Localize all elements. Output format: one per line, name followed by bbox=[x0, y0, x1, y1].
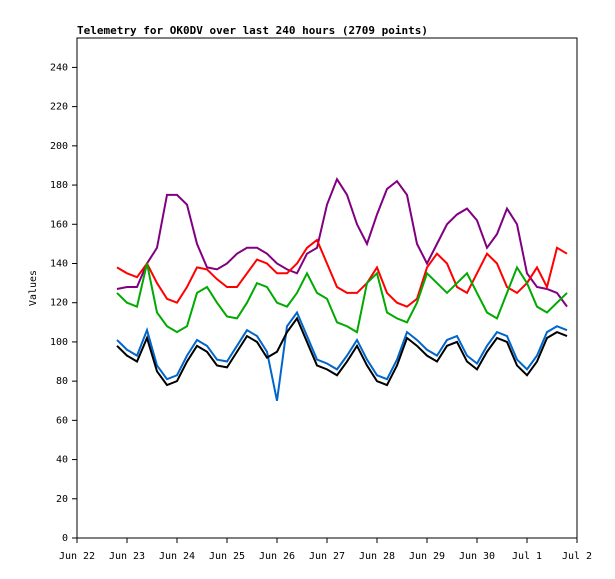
y-tick-label: 60 bbox=[56, 415, 68, 426]
x-tick-label: Jun 29 bbox=[409, 551, 445, 562]
chart-title: Telemetry for OK0DV over last 240 hours … bbox=[77, 24, 428, 37]
series-line bbox=[116, 176, 568, 308]
y-tick-label: 100 bbox=[50, 337, 68, 348]
y-tick-label: 220 bbox=[50, 102, 68, 113]
x-tick-label: Jun 26 bbox=[259, 551, 295, 562]
x-tick-label: Jun 25 bbox=[209, 551, 245, 562]
x-tick-label: Jun 23 bbox=[109, 551, 145, 562]
y-axis-label: Values bbox=[28, 270, 39, 306]
series-line bbox=[116, 310, 568, 401]
y-tick-label: 80 bbox=[56, 376, 68, 387]
x-tick-label: Jun 28 bbox=[359, 551, 395, 562]
y-tick-label: 120 bbox=[50, 298, 68, 309]
y-tick-label: 180 bbox=[50, 180, 68, 191]
y-tick-label: 0 bbox=[62, 533, 68, 544]
y-tick-label: 40 bbox=[56, 455, 68, 466]
series-line bbox=[116, 238, 568, 308]
y-tick-label: 140 bbox=[50, 258, 68, 269]
series-line bbox=[116, 263, 568, 334]
x-tick-label: Jul 1 bbox=[512, 551, 542, 562]
y-tick-label: 20 bbox=[56, 494, 68, 505]
x-tick-label: Jun 22 bbox=[59, 551, 95, 562]
x-tick-label: Jun 30 bbox=[459, 551, 495, 562]
y-tick-label: 160 bbox=[50, 219, 68, 230]
x-tick-label: Jun 24 bbox=[159, 551, 195, 562]
series-line bbox=[116, 316, 568, 387]
x-tick-label: Jul 2 bbox=[562, 551, 592, 562]
y-tick-label: 240 bbox=[50, 62, 68, 73]
y-tick-label: 200 bbox=[50, 141, 68, 152]
x-tick-label: Jun 27 bbox=[309, 551, 345, 562]
